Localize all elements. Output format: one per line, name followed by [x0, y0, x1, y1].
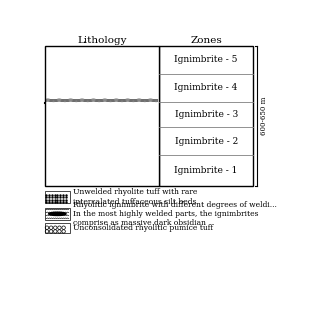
Text: Ignimbrite - 2: Ignimbrite - 2 — [174, 137, 238, 146]
Text: Rhyolitic ignimbrite with different degrees of weldi...
In the most highly welde: Rhyolitic ignimbrite with different degr… — [74, 201, 277, 227]
Bar — [45, 127, 159, 155]
Bar — [45, 223, 70, 233]
Ellipse shape — [49, 212, 66, 215]
Text: Ignimbrite - 4: Ignimbrite - 4 — [174, 84, 238, 92]
Bar — [45, 191, 70, 203]
Ellipse shape — [50, 138, 147, 140]
Ellipse shape — [71, 87, 133, 89]
Text: Ignimbrite - 1: Ignimbrite - 1 — [174, 166, 238, 175]
Bar — [45, 46, 159, 74]
Text: Unwelded rhyolite tuff with rare
intercalated tuffaceous silt beds: Unwelded rhyolite tuff with rare interca… — [74, 188, 198, 206]
Bar — [45, 46, 159, 186]
Bar — [45, 102, 159, 127]
Text: 600-650 m: 600-650 m — [260, 97, 268, 135]
Bar — [159, 46, 253, 186]
Text: Ignimbrite - 3: Ignimbrite - 3 — [174, 110, 238, 119]
Text: Unconsolidated rhyolitic pumice tuff: Unconsolidated rhyolitic pumice tuff — [74, 224, 214, 232]
Bar — [45, 74, 159, 102]
Bar — [45, 155, 159, 186]
Bar — [45, 208, 70, 220]
Text: Zones: Zones — [190, 36, 222, 44]
Ellipse shape — [50, 91, 132, 94]
Text: Ignimbrite - 5: Ignimbrite - 5 — [174, 55, 238, 64]
Text: Lithology: Lithology — [77, 36, 127, 44]
